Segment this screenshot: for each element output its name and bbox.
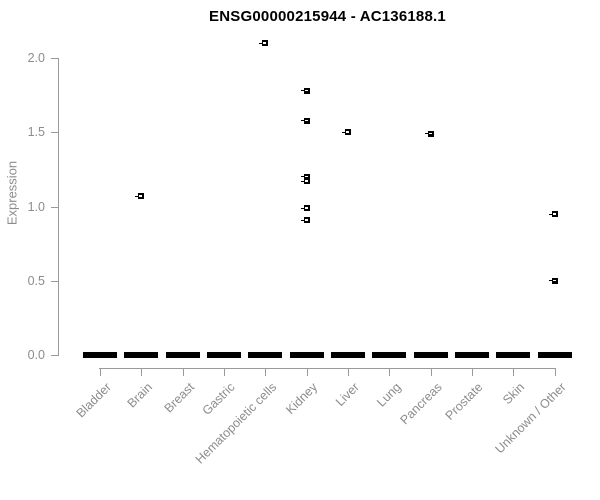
y-axis-label: Expression xyxy=(4,160,20,226)
data-point xyxy=(424,130,434,137)
chart-title: ENSG00000215944 - AC136188.1 xyxy=(209,8,446,25)
data-point-whisker xyxy=(548,280,552,282)
zero-cluster-bar xyxy=(454,352,489,358)
data-point-whisker xyxy=(424,133,428,135)
data-point-whisker xyxy=(300,207,304,209)
data-point-median xyxy=(304,175,308,178)
y-axis-tick xyxy=(51,58,58,60)
x-axis-tick xyxy=(430,369,432,376)
zero-cluster-bar xyxy=(537,352,572,358)
category-label: Lung xyxy=(373,380,404,410)
category-label: Liver xyxy=(332,380,362,410)
y-axis-tick xyxy=(51,355,58,356)
y-axis-tick-label: 1.0 xyxy=(27,199,45,214)
y-axis-line xyxy=(58,58,59,356)
data-point-median xyxy=(552,213,556,215)
category-label: Brain xyxy=(124,380,156,411)
data-point xyxy=(259,40,269,47)
x-axis-tick xyxy=(100,369,101,376)
data-point xyxy=(135,193,145,200)
data-point-whisker xyxy=(300,219,304,221)
category-label: Hematopoietic cells xyxy=(192,380,280,467)
x-axis-tick xyxy=(223,369,225,376)
x-axis-tick xyxy=(471,369,473,376)
data-point-median xyxy=(139,195,143,197)
x-axis-tick xyxy=(513,369,515,376)
data-point xyxy=(300,117,310,124)
zero-cluster-bar xyxy=(289,352,324,358)
x-axis-tick xyxy=(389,369,391,376)
data-point xyxy=(300,205,310,212)
zero-cluster-bar xyxy=(372,352,407,358)
x-axis-tick xyxy=(554,369,556,376)
x-axis-tick xyxy=(306,369,308,376)
x-axis-tick xyxy=(141,369,143,376)
data-point-median xyxy=(428,132,432,135)
y-axis-tick xyxy=(51,206,58,208)
data-point-whisker xyxy=(300,120,304,122)
data-point-median xyxy=(304,219,308,221)
zero-cluster-bar xyxy=(330,352,365,358)
y-axis-tick-label: 0.5 xyxy=(27,273,45,288)
zero-cluster-bar xyxy=(165,352,200,358)
category-label: Gastric xyxy=(200,380,238,418)
zero-cluster-bar xyxy=(248,352,283,358)
y-axis-tick-label: 1.5 xyxy=(27,125,45,140)
y-axis-tick-label: 2.0 xyxy=(27,51,45,66)
zero-cluster-bar xyxy=(83,352,117,358)
y-axis-tick-label: 0.0 xyxy=(27,348,45,362)
zero-cluster-bar xyxy=(496,352,531,358)
data-point xyxy=(300,87,310,94)
data-point-whisker xyxy=(300,180,304,182)
y-axis-tick xyxy=(51,132,58,134)
data-point xyxy=(548,211,558,218)
data-point-whisker xyxy=(548,213,552,215)
data-point-whisker xyxy=(300,90,304,92)
data-point-whisker xyxy=(341,131,345,133)
category-label: Breast xyxy=(161,380,197,416)
zero-cluster-bar xyxy=(206,352,241,358)
zero-cluster-bar xyxy=(124,352,159,358)
data-point-median xyxy=(263,42,267,44)
category-label: Kidney xyxy=(283,380,321,417)
y-axis-tick xyxy=(51,280,58,282)
data-point xyxy=(300,173,310,180)
category-label: Bladder xyxy=(73,380,114,421)
category-label: Unknown / Other xyxy=(492,380,569,457)
data-point-whisker xyxy=(300,176,304,178)
category-label: Prostate xyxy=(443,380,486,423)
x-axis-tick xyxy=(347,369,349,376)
x-axis-tick xyxy=(182,369,184,376)
data-point-median xyxy=(304,119,308,122)
data-point xyxy=(300,178,310,185)
data-point xyxy=(341,129,351,136)
category-label: Skin xyxy=(500,380,528,408)
data-point-median xyxy=(304,180,308,182)
data-point xyxy=(300,217,310,223)
data-point-median xyxy=(304,89,308,92)
data-point-whisker xyxy=(135,195,139,197)
x-axis-tick xyxy=(265,369,267,376)
category-label: Pancreas xyxy=(397,380,445,428)
data-point xyxy=(548,277,558,284)
data-point-median xyxy=(552,279,556,282)
data-point-median xyxy=(304,207,308,209)
data-point-median xyxy=(345,131,349,133)
x-axis-line xyxy=(99,368,556,369)
zero-cluster-bar xyxy=(413,352,448,358)
data-point-whisker xyxy=(259,42,263,44)
